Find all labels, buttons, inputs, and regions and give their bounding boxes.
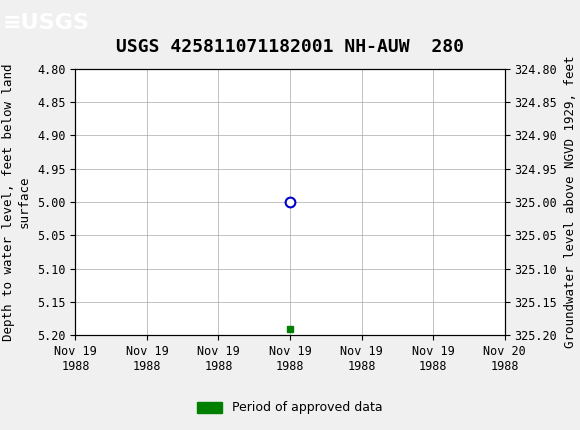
Legend: Period of approved data: Period of approved data: [192, 396, 388, 419]
Text: USGS 425811071182001 NH-AUW  280: USGS 425811071182001 NH-AUW 280: [116, 38, 464, 56]
Text: ≡USGS: ≡USGS: [3, 12, 90, 33]
Y-axis label: Depth to water level, feet below land
surface: Depth to water level, feet below land su…: [2, 63, 30, 341]
Y-axis label: Groundwater level above NGVD 1929, feet: Groundwater level above NGVD 1929, feet: [564, 56, 577, 348]
